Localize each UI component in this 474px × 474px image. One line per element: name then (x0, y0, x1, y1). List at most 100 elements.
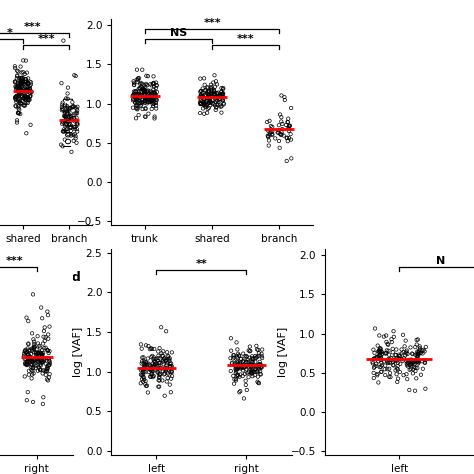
Point (14, 79, 22, 87)
Point (150, 100, 158, 108)
Point (139, 371, 146, 379)
Point (36, 365, 44, 373)
Point (43, 363, 51, 371)
Point (156, 371, 164, 378)
Point (276, 130, 284, 138)
Point (252, 358, 259, 365)
Point (210, 90, 218, 97)
Point (11, 63, 18, 70)
Point (42, 354, 50, 362)
Point (230, 354, 238, 361)
Point (405, 357, 412, 365)
Point (22, 97, 30, 104)
Point (415, 348, 422, 356)
Point (140, 374, 147, 381)
Point (374, 379, 382, 386)
Point (281, 93, 288, 101)
Point (234, 346, 241, 353)
Point (135, 88, 143, 95)
Point (248, 366, 256, 374)
Point (383, 338, 390, 346)
Point (17, 79, 25, 87)
Point (214, 94, 221, 101)
Point (141, 83, 149, 91)
Point (203, 94, 210, 102)
Point (401, 352, 409, 359)
Point (140, 365, 148, 372)
Point (63, 120, 70, 128)
Point (214, 97, 221, 104)
Point (380, 333, 388, 340)
Point (218, 84, 225, 92)
Point (27, 79, 35, 86)
Point (145, 92, 153, 100)
Point (66, 124, 74, 132)
Point (236, 360, 244, 368)
Point (258, 346, 266, 353)
Point (147, 353, 155, 361)
Point (146, 98, 154, 106)
Point (24, 358, 31, 365)
Point (374, 347, 382, 355)
Point (15, 85, 23, 92)
Point (73, 105, 81, 112)
Point (198, 100, 205, 108)
Point (205, 98, 213, 106)
Point (419, 347, 426, 355)
Point (246, 347, 254, 355)
Point (197, 99, 204, 107)
Point (218, 90, 226, 98)
Point (140, 87, 147, 94)
Text: ***: *** (37, 34, 55, 44)
Point (239, 372, 246, 380)
Point (24, 91, 31, 99)
Point (38, 351, 46, 358)
Point (39, 359, 46, 366)
Point (150, 73, 157, 80)
Point (23, 94, 30, 102)
Point (46, 358, 54, 365)
Point (202, 101, 210, 109)
Point (248, 353, 256, 360)
Point (137, 341, 145, 348)
Point (213, 89, 221, 97)
Point (37, 356, 45, 364)
Point (13, 117, 21, 124)
Point (196, 99, 204, 107)
Point (252, 366, 259, 374)
Point (133, 94, 140, 101)
Point (208, 92, 216, 100)
Point (208, 83, 215, 91)
Point (18, 69, 25, 76)
Point (258, 350, 265, 357)
Point (242, 377, 249, 384)
Point (241, 370, 249, 378)
Point (139, 365, 146, 373)
Point (154, 369, 162, 376)
Point (138, 357, 146, 365)
Point (197, 87, 205, 95)
Point (166, 362, 174, 370)
Point (145, 368, 153, 376)
Point (244, 356, 252, 364)
Point (234, 359, 242, 366)
Point (30, 336, 37, 343)
Point (210, 91, 218, 98)
Point (25, 358, 32, 365)
Point (146, 98, 154, 106)
Point (151, 362, 158, 369)
Point (252, 352, 259, 360)
Point (247, 368, 255, 376)
Point (150, 89, 158, 96)
Point (151, 91, 158, 98)
Point (62, 118, 70, 125)
Point (38, 350, 46, 358)
Point (17, 87, 24, 94)
Point (268, 123, 276, 131)
Point (159, 352, 166, 359)
Point (210, 88, 218, 95)
Point (411, 343, 419, 351)
Point (19, 87, 27, 95)
Point (27, 121, 34, 128)
Point (45, 361, 53, 369)
